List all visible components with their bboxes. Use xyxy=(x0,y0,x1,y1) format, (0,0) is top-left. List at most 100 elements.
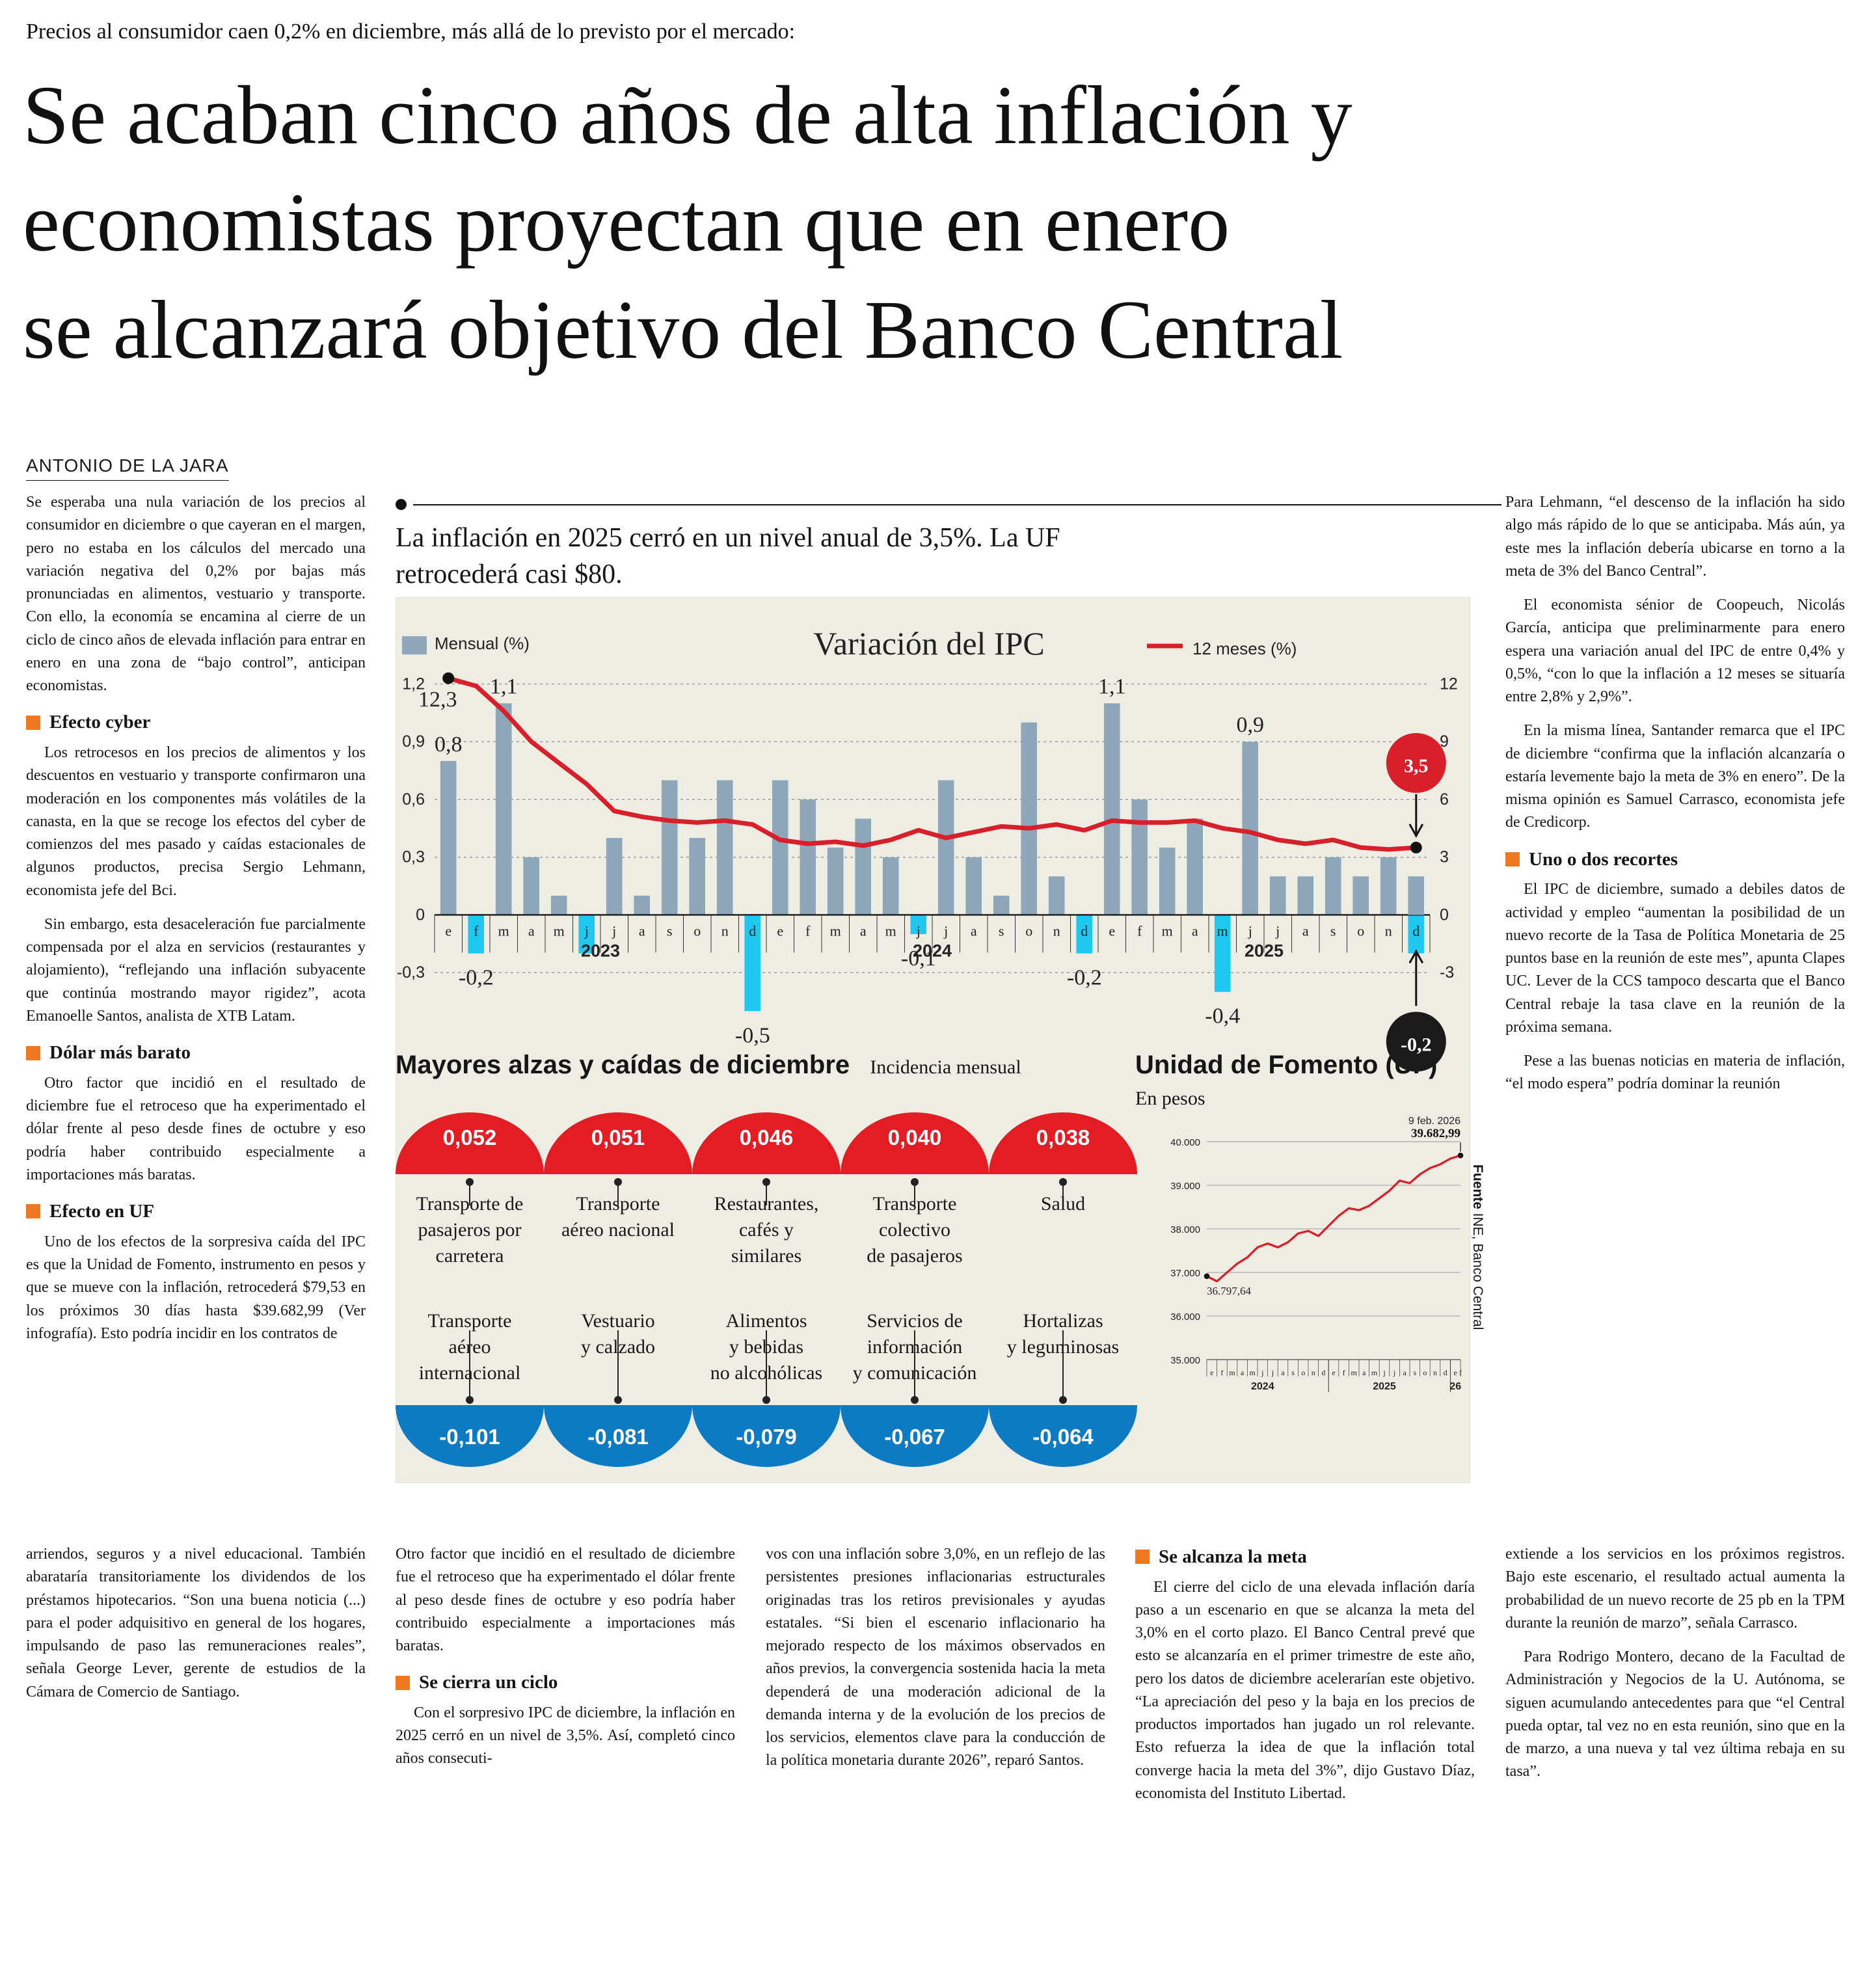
svg-text:Variación del IPC: Variación del IPC xyxy=(813,625,1044,662)
svg-text:3: 3 xyxy=(1440,848,1449,866)
svg-text:-0,064: -0,064 xyxy=(1032,1425,1094,1449)
svg-text:f: f xyxy=(805,922,811,939)
svg-text:s: s xyxy=(999,922,1004,939)
svg-text:j: j xyxy=(1248,922,1252,939)
svg-text:Vestuario: Vestuario xyxy=(581,1310,654,1332)
svg-text:d: d xyxy=(1444,1368,1447,1377)
svg-text:n: n xyxy=(721,922,729,939)
svg-text:m: m xyxy=(1351,1368,1358,1377)
svg-text:Alimentos: Alimentos xyxy=(726,1310,807,1332)
svg-text:1,1: 1,1 xyxy=(490,675,518,699)
svg-text:o: o xyxy=(693,922,701,939)
svg-text:a: a xyxy=(1241,1368,1245,1377)
svg-text:a: a xyxy=(1281,1368,1285,1377)
svg-text:j: j xyxy=(612,922,616,939)
svg-text:-0,081: -0,081 xyxy=(587,1425,649,1449)
svg-text:Transporte: Transporte xyxy=(576,1193,660,1215)
svg-text:n: n xyxy=(1385,922,1392,939)
svg-text:aéreo nacional: aéreo nacional xyxy=(561,1219,675,1241)
svg-text:d: d xyxy=(1412,922,1420,939)
svg-text:1,1: 1,1 xyxy=(1098,675,1126,699)
svg-text:e: e xyxy=(445,922,451,939)
svg-text:-0,2: -0,2 xyxy=(1067,966,1102,990)
svg-text:o: o xyxy=(1423,1368,1427,1377)
svg-text:de pasajeros: de pasajeros xyxy=(867,1245,962,1267)
svg-text:38.000: 38.000 xyxy=(1170,1224,1200,1235)
svg-text:e: e xyxy=(1332,1368,1335,1377)
svg-text:36.000: 36.000 xyxy=(1170,1311,1200,1323)
svg-text:a: a xyxy=(971,922,977,939)
svg-text:d: d xyxy=(1321,1368,1325,1377)
svg-text:d: d xyxy=(1081,922,1088,939)
svg-text:f: f xyxy=(1137,922,1142,939)
svg-text:pasajeros por: pasajeros por xyxy=(418,1219,521,1241)
svg-text:carretera: carretera xyxy=(436,1245,504,1267)
svg-text:e: e xyxy=(777,922,783,939)
svg-text:n: n xyxy=(1433,1368,1437,1377)
svg-text:39.000: 39.000 xyxy=(1170,1181,1200,1192)
svg-text:-3: -3 xyxy=(1440,963,1454,982)
svg-text:n: n xyxy=(1312,1368,1315,1377)
svg-text:m: m xyxy=(830,922,841,939)
svg-text:j: j xyxy=(916,922,921,939)
svg-text:o: o xyxy=(1025,922,1032,939)
svg-text:a: a xyxy=(860,922,867,939)
svg-text:Transporte: Transporte xyxy=(873,1193,957,1215)
svg-text:2025: 2025 xyxy=(1245,941,1284,960)
svg-text:Hortalizas: Hortalizas xyxy=(1023,1310,1103,1332)
svg-text:3,5: 3,5 xyxy=(1404,755,1429,777)
svg-text:s: s xyxy=(1291,1368,1295,1377)
svg-text:f: f xyxy=(1220,1368,1223,1377)
svg-text:j: j xyxy=(943,922,948,939)
svg-text:37.000: 37.000 xyxy=(1170,1268,1200,1279)
svg-text:12 meses (%): 12 meses (%) xyxy=(1192,639,1297,658)
svg-text:0,3: 0,3 xyxy=(402,848,425,866)
svg-text:Transporte de: Transporte de xyxy=(416,1193,524,1215)
svg-text:a: a xyxy=(1403,1368,1407,1377)
svg-text:similares: similares xyxy=(731,1245,801,1267)
svg-text:j: j xyxy=(1261,1368,1263,1377)
svg-text:6: 6 xyxy=(1440,790,1449,809)
svg-text:26: 26 xyxy=(1449,1381,1461,1392)
svg-text:a: a xyxy=(1362,1368,1366,1377)
svg-text:m: m xyxy=(1250,1368,1256,1377)
svg-text:j: j xyxy=(1393,1368,1395,1377)
svg-text:0,9: 0,9 xyxy=(1237,713,1265,737)
svg-text:m: m xyxy=(1371,1368,1378,1377)
svg-text:s: s xyxy=(1413,1368,1416,1377)
svg-text:colectivo: colectivo xyxy=(879,1219,950,1241)
svg-text:f: f xyxy=(474,922,479,939)
svg-text:0: 0 xyxy=(1440,906,1449,924)
svg-text:0: 0 xyxy=(416,906,425,924)
svg-text:d: d xyxy=(749,922,756,939)
svg-text:m: m xyxy=(1217,922,1228,939)
svg-text:o: o xyxy=(1301,1368,1305,1377)
svg-text:a: a xyxy=(1302,922,1309,939)
svg-text:-0,079: -0,079 xyxy=(736,1425,797,1449)
svg-text:36.797,64: 36.797,64 xyxy=(1207,1285,1252,1297)
svg-text:2025: 2025 xyxy=(1373,1381,1396,1392)
svg-text:j: j xyxy=(1382,1368,1385,1377)
svg-text:-0,1: -0,1 xyxy=(901,947,936,971)
svg-text:-0,3: -0,3 xyxy=(397,963,425,982)
svg-text:0,6: 0,6 xyxy=(402,790,425,809)
svg-text:f: f xyxy=(1459,1368,1462,1377)
svg-text:2024: 2024 xyxy=(1251,1381,1274,1392)
svg-text:Mensual (%): Mensual (%) xyxy=(435,634,530,653)
svg-text:j: j xyxy=(1271,1368,1274,1377)
svg-text:e: e xyxy=(1210,1368,1213,1377)
svg-text:m: m xyxy=(1162,922,1173,939)
svg-text:-0,101: -0,101 xyxy=(439,1425,500,1449)
svg-text:40.000: 40.000 xyxy=(1170,1137,1200,1148)
svg-text:-0,5: -0,5 xyxy=(735,1023,770,1047)
svg-text:Restaurantes,: Restaurantes, xyxy=(714,1193,819,1215)
svg-text:m: m xyxy=(1229,1368,1235,1377)
svg-text:e: e xyxy=(1454,1368,1457,1377)
svg-text:a: a xyxy=(639,922,645,939)
svg-text:35.000: 35.000 xyxy=(1170,1355,1200,1366)
svg-text:Salud: Salud xyxy=(1041,1193,1085,1215)
svg-text:-0,2: -0,2 xyxy=(459,966,494,990)
svg-text:n: n xyxy=(1053,922,1060,939)
svg-text:-0,067: -0,067 xyxy=(884,1425,945,1449)
svg-text:Servicios de: Servicios de xyxy=(867,1310,962,1332)
